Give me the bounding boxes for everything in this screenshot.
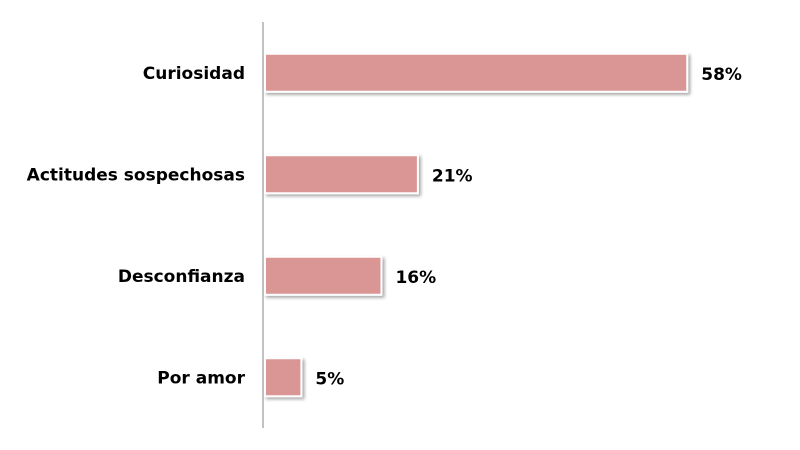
y-tick-label: Por amor (157, 368, 245, 388)
bar (264, 154, 419, 195)
bar (264, 255, 383, 296)
bar (264, 357, 303, 398)
bar (264, 52, 689, 93)
data-label: 58% (701, 65, 742, 85)
data-label: 21% (432, 166, 473, 186)
y-tick-label: Curiosidad (143, 64, 245, 84)
data-label: 16% (395, 268, 436, 288)
y-tick-label: Actitudes sospechosas (27, 165, 245, 185)
y-tick-label: Desconfianza (118, 267, 245, 287)
data-label: 5% (315, 369, 344, 389)
